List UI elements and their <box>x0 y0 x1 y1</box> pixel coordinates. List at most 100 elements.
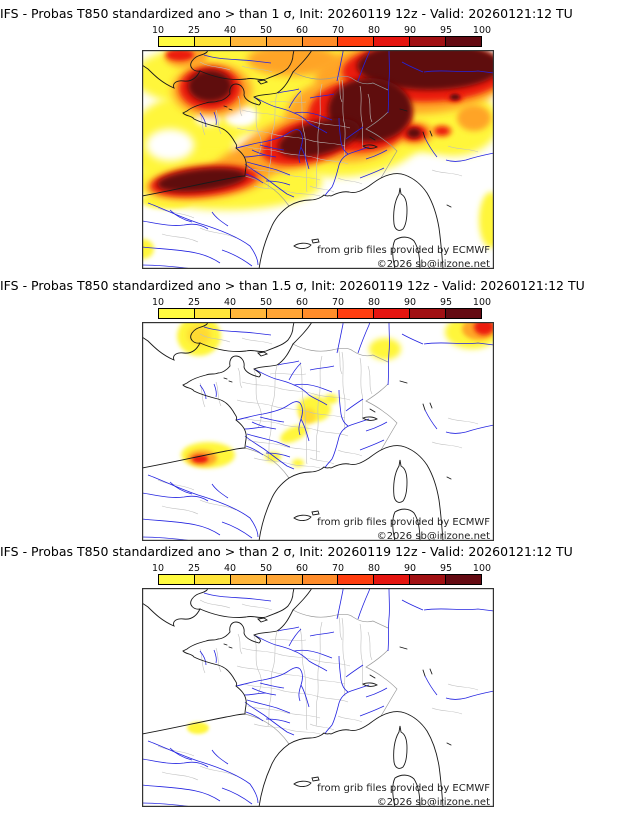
colorbar-tick: 25 <box>187 25 201 36</box>
colorbar-tick: 25 <box>187 563 201 574</box>
colorbar-tick: 50 <box>259 563 273 574</box>
colorbar-ticks: 10 25 40 50 60 70 80 90 95 100 <box>152 25 491 36</box>
probability-blob <box>280 425 308 443</box>
probability-blob <box>479 192 494 248</box>
colorbar-tick: 40 <box>223 25 237 36</box>
colorbar-tick: 50 <box>259 25 273 36</box>
panel-title: IFS - Probas T850 standardized ano > tha… <box>0 6 573 21</box>
colorbar-tick: 100 <box>472 563 492 574</box>
colorbar-cell <box>302 37 339 46</box>
colorbar-cell <box>302 575 339 584</box>
probability-field <box>187 722 209 734</box>
attribution-ecmwf: from grib files provided by ECMWF <box>317 783 490 794</box>
colorbar <box>158 308 482 319</box>
attribution-copyright: ©2026 sb@irizone.net <box>377 259 490 269</box>
panel-title: IFS - Probas T850 standardized ano > tha… <box>0 278 585 293</box>
probability-blob <box>369 338 401 360</box>
colorbar-cell <box>374 37 411 46</box>
colorbar-cell <box>266 37 303 46</box>
colorbar-tick: 95 <box>439 563 453 574</box>
colorbar-tick: 95 <box>439 25 453 36</box>
colorbar-tick: 25 <box>187 297 201 308</box>
probability-blob <box>474 322 494 335</box>
panel-sigma-1-5: IFS - Probas T850 standardized ano > tha… <box>0 278 630 548</box>
colorbar-tick: 80 <box>367 297 381 308</box>
colorbar-tick: 10 <box>151 297 165 308</box>
colorbar-tick: 80 <box>367 25 381 36</box>
colorbar-tick: 10 <box>151 563 165 574</box>
colorbar-tick: 100 <box>472 25 492 36</box>
probability-blob <box>324 394 338 404</box>
colorbar <box>158 574 482 585</box>
colorbar-cell <box>159 37 195 46</box>
colorbar-cell <box>230 37 267 46</box>
probability-blob <box>142 239 154 259</box>
colorbar-cell <box>159 309 195 318</box>
colorbar-tick: 80 <box>367 563 381 574</box>
map-sigma-1-5: from grib files provided by ECMWF ©2026 … <box>142 322 494 541</box>
probability-field <box>177 322 494 468</box>
map-frame <box>142 588 494 807</box>
colorbar-tick: 60 <box>295 563 309 574</box>
colorbar-tick: 40 <box>223 297 237 308</box>
attribution-ecmwf: from grib files provided by ECMWF <box>317 517 490 528</box>
probability-blob <box>450 94 460 100</box>
colorbar-tick: 40 <box>223 563 237 574</box>
attribution-copyright: ©2026 sb@irizone.net <box>377 797 490 807</box>
colorbar-tick: 60 <box>295 25 309 36</box>
panel-title: IFS - Probas T850 standardized ano > tha… <box>0 544 573 559</box>
colorbar-cell <box>194 309 231 318</box>
colorbar-cell <box>302 309 339 318</box>
probability-blob <box>300 408 316 424</box>
colorbar-cell <box>266 575 303 584</box>
probability-blob <box>247 50 337 76</box>
colorbar-tick: 90 <box>403 25 417 36</box>
colorbar-tick: 50 <box>259 297 273 308</box>
map-sigma-2: from grib files provided by ECMWF ©2026 … <box>142 588 494 807</box>
colorbar-tick: 70 <box>331 297 345 308</box>
colorbar-tick: 70 <box>331 25 345 36</box>
map-frame <box>142 322 494 541</box>
probability-blob <box>457 105 491 131</box>
map-frame <box>142 50 494 269</box>
panel-sigma-1: IFS - Probas T850 standardized ano > tha… <box>0 6 630 276</box>
colorbar-cell <box>266 309 303 318</box>
colorbar-cell <box>446 37 482 46</box>
colorbar-cell <box>230 309 267 318</box>
probability-blob <box>187 722 209 734</box>
colorbar-cell <box>410 309 447 318</box>
colorbar-cell <box>338 37 375 46</box>
map-sigma-1: from grib files provided by ECMWF ©2026 … <box>142 50 494 269</box>
colorbar-cell <box>194 575 231 584</box>
probability-blob <box>146 129 194 161</box>
colorbar-tick: 10 <box>151 25 165 36</box>
panel-sigma-2: IFS - Probas T850 standardized ano > tha… <box>0 544 630 814</box>
probability-blob <box>157 168 247 192</box>
colorbar-cell <box>230 575 267 584</box>
probability-blob <box>435 127 449 135</box>
colorbar-cell <box>374 575 411 584</box>
colorbar-cell <box>194 37 231 46</box>
colorbar-tick: 95 <box>439 297 453 308</box>
probability-blob <box>166 50 194 61</box>
colorbar <box>158 36 482 47</box>
colorbar-cell <box>338 309 375 318</box>
colorbar-cell <box>410 575 447 584</box>
colorbar-cell <box>374 309 411 318</box>
colorbar-ticks: 10 25 40 50 60 70 80 90 95 100 <box>152 297 491 308</box>
colorbar-tick: 60 <box>295 297 309 308</box>
colorbar-ticks: 10 25 40 50 60 70 80 90 95 100 <box>152 563 491 574</box>
colorbar-tick: 70 <box>331 563 345 574</box>
colorbar-cell <box>159 575 195 584</box>
probability-blob <box>187 325 211 345</box>
colorbar-cell <box>338 575 375 584</box>
probability-blob <box>407 128 421 138</box>
colorbar-cell <box>446 575 482 584</box>
colorbar-cell <box>446 309 482 318</box>
colorbar-tick: 90 <box>403 297 417 308</box>
colorbar-cell <box>410 37 447 46</box>
colorbar-tick: 90 <box>403 563 417 574</box>
attribution-ecmwf: from grib files provided by ECMWF <box>317 245 490 256</box>
colorbar-tick: 100 <box>472 297 492 308</box>
probability-blob <box>357 50 494 90</box>
